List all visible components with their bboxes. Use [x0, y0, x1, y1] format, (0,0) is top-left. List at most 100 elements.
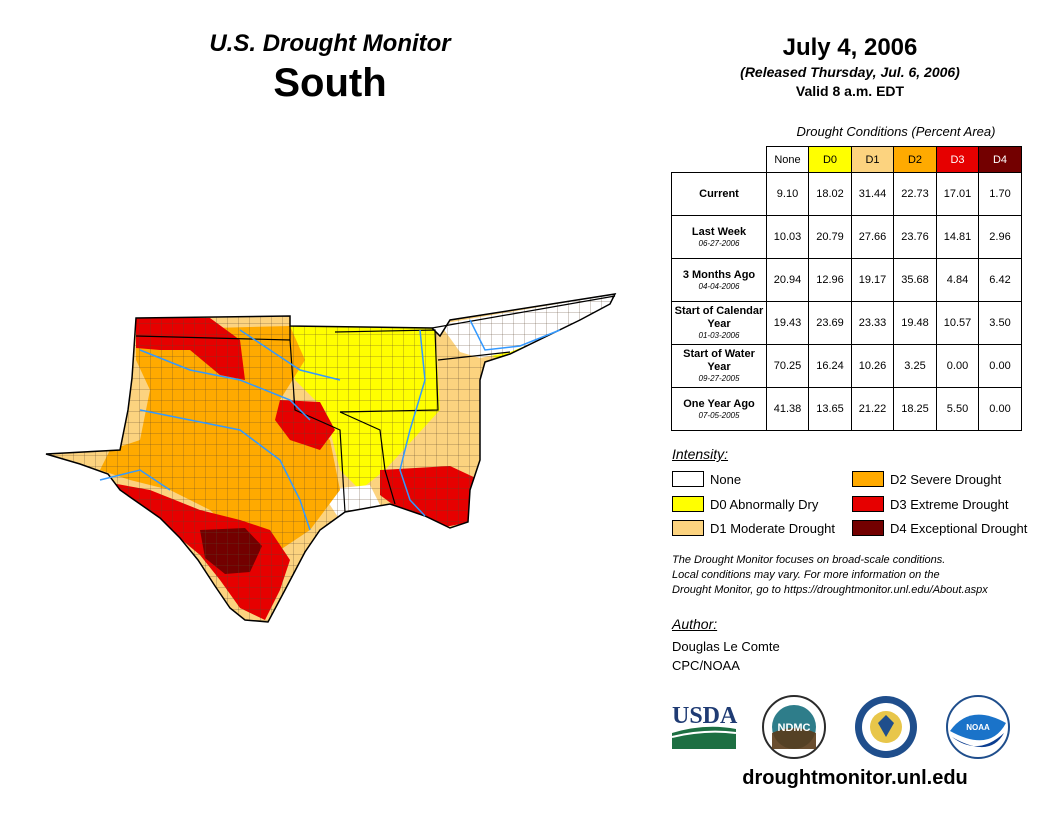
legend-item-d3: D3 Extreme Drought — [852, 495, 1009, 513]
col-header-d0: D0 — [808, 146, 852, 173]
legend-label: D4 Exceptional Drought — [890, 520, 1028, 536]
table-cell: 27.66 — [851, 215, 894, 259]
table-cell: 10.03 — [766, 215, 809, 259]
table-cell: 70.25 — [766, 344, 809, 388]
table-cell: 23.76 — [893, 215, 937, 259]
table-row: Last Week 06-27-2006 10.03 20.79 27.66 23… — [671, 215, 1022, 259]
legend-swatch — [672, 520, 704, 536]
intensity-legend-title: Intensity: — [672, 446, 729, 462]
table-cell: 17.01 — [936, 172, 979, 216]
row-label: Start of Water Year 09-27-2005 — [671, 344, 767, 388]
row-label: 3 Months Ago 04-04-2006 — [671, 258, 767, 302]
row-label: Last Week 06-27-2006 — [671, 215, 767, 259]
valid-time: Valid 8 a.m. EDT — [795, 83, 905, 99]
table-corner — [672, 147, 767, 173]
table-cell: 22.73 — [893, 172, 937, 216]
table-cell: 19.43 — [766, 301, 809, 345]
website-url[interactable]: droughtmonitor.unl.edu — [742, 767, 968, 789]
table-cell: 2.96 — [978, 215, 1022, 259]
table-row: 3 Months Ago 04-04-2006 20.94 12.96 19.17… — [671, 258, 1022, 302]
table-cell: 3.25 — [893, 344, 937, 388]
row-label: One Year Ago 07-05-2005 — [671, 387, 767, 431]
legend-label: D3 Extreme Drought — [890, 496, 1009, 512]
table-cell: 9.10 — [766, 172, 809, 216]
legend-item-d2: D2 Severe Drought — [852, 470, 1001, 488]
table-cell: 3.50 — [978, 301, 1022, 345]
ndmc-logo: NDMC — [762, 695, 826, 759]
table-cell: 23.69 — [808, 301, 852, 345]
disclaimer-line: Drought Monitor, go to https://droughtmo… — [672, 584, 988, 596]
col-header-none: None — [766, 146, 809, 173]
legend-label: D2 Severe Drought — [890, 471, 1002, 487]
legend-item-d1: D1 Moderate Drought — [672, 519, 835, 537]
legend-label: None — [710, 471, 742, 487]
legend-swatch — [852, 471, 884, 487]
table-cell: 14.81 — [936, 215, 979, 259]
usda-logo: USDA — [671, 703, 738, 749]
table-cell: 21.22 — [851, 387, 894, 431]
table-row: Start of Calendar Year 01-03-2006 19.43 2… — [671, 301, 1022, 345]
table-cell: 41.38 — [766, 387, 809, 431]
table-cell: 19.48 — [893, 301, 937, 345]
table-cell: 18.02 — [808, 172, 852, 216]
author-title: Author: — [672, 616, 718, 632]
table-cell: 0.00 — [936, 344, 979, 388]
legend-swatch — [672, 471, 704, 487]
author-org: CPC/NOAA — [672, 658, 740, 673]
table-cell: 12.96 — [808, 258, 852, 302]
legend-item-d0: D0 Abnormally Dry — [672, 495, 818, 513]
row-label: Start of Calendar Year 01-03-2006 — [671, 301, 767, 345]
table-cell: 0.00 — [978, 344, 1022, 388]
title-block: U.S. Drought Monitor South — [180, 28, 480, 106]
col-header-d3: D3 — [936, 146, 979, 173]
table-cell: 20.79 — [808, 215, 852, 259]
table-cell: 1.70 — [978, 172, 1022, 216]
table-cell: 35.68 — [893, 258, 937, 302]
drought-map — [45, 293, 617, 623]
table-cell: 10.26 — [851, 344, 894, 388]
col-header-d2: D2 — [893, 146, 937, 173]
table-cell: 18.25 — [893, 387, 937, 431]
partner-logos: USDA NDMC NOAA — [671, 695, 1010, 759]
table-cell: 20.94 — [766, 258, 809, 302]
legend-label: D0 Abnormally Dry — [710, 496, 819, 512]
noaa-logo-text: NOAA — [966, 723, 990, 732]
legend-label: D1 Moderate Drought — [710, 520, 836, 536]
legend-item-d4: D4 Exceptional Drought — [852, 519, 1027, 537]
table-row: Current 9.10 18.02 31.44 22.73 17.01 1.7… — [671, 172, 1022, 216]
usda-logo-text: USDA — [672, 703, 738, 729]
conditions-title: Drought Conditions (Percent Area) — [796, 124, 996, 139]
table-row: One Year Ago 07-05-2005 41.38 13.65 21.22… — [671, 387, 1022, 431]
legend-swatch — [852, 520, 884, 536]
author-info: Douglas Le Comte CPC/NOAA — [672, 637, 780, 675]
table-header-row: None D0 D1 D2 D3 D4 — [672, 146, 1022, 173]
legend-swatch — [852, 496, 884, 512]
region-title: South — [273, 61, 387, 105]
table-cell: 23.33 — [851, 301, 894, 345]
table-cell: 19.17 — [851, 258, 894, 302]
table-cell: 6.42 — [978, 258, 1022, 302]
row-label: Current — [671, 172, 767, 216]
release-date: (Released Thursday, Jul. 6, 2006) — [740, 64, 960, 80]
table-cell: 10.57 — [936, 301, 979, 345]
drought-stats-table: None D0 D1 D2 D3 D4 Current 9.10 18.02 3… — [671, 146, 1022, 431]
author-name: Douglas Le Comte — [672, 639, 780, 654]
commerce-seal-icon — [855, 696, 917, 758]
ndmc-logo-text: NDMC — [778, 722, 811, 734]
table-cell: 31.44 — [851, 172, 894, 216]
col-header-d4: D4 — [978, 146, 1022, 173]
legend-item-none: None — [672, 470, 741, 488]
map-title: U.S. Drought Monitor — [209, 30, 451, 57]
noaa-logo: NOAA — [946, 695, 1010, 759]
table-cell: 0.00 — [978, 387, 1022, 431]
table-row: Start of Water Year 09-27-2005 70.25 16.2… — [671, 344, 1022, 388]
table-cell: 5.50 — [936, 387, 979, 431]
disclaimer: The Drought Monitor focuses on broad-sca… — [672, 553, 1042, 598]
col-header-d1: D1 — [851, 146, 894, 173]
map-date: July 4, 2006 — [782, 34, 918, 61]
table-cell: 16.24 — [808, 344, 852, 388]
date-block: July 4, 2006 (Released Thursday, Jul. 6,… — [690, 33, 1010, 101]
table-cell: 4.84 — [936, 258, 979, 302]
legend-swatch — [672, 496, 704, 512]
disclaimer-line: Local conditions may vary. For more info… — [672, 569, 940, 581]
